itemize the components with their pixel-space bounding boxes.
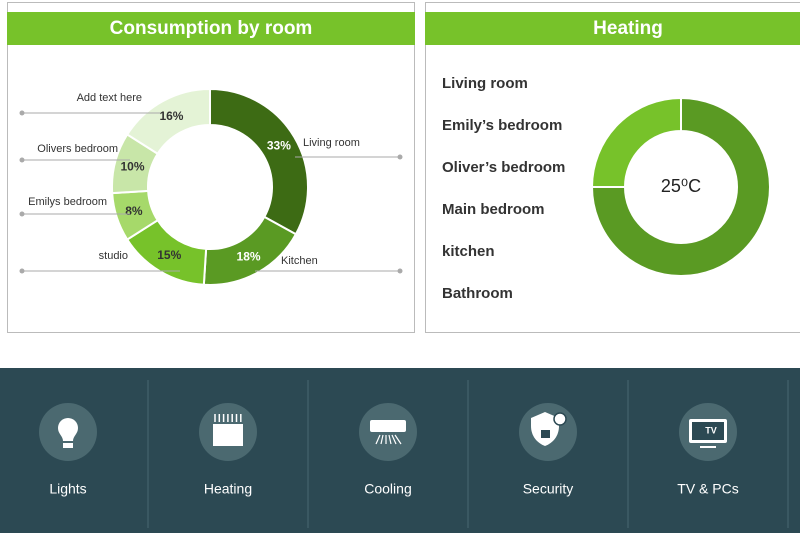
icon: [388, 434, 392, 445]
value-label: 16%: [159, 109, 183, 123]
room-label: Bathroom: [442, 285, 513, 302]
donut-segment: [590, 96, 771, 277]
donut-segment: [590, 96, 682, 188]
category-label: Olivers bedroom: [37, 143, 118, 155]
icon: [394, 434, 402, 445]
panel-title: Consumption by room: [110, 18, 313, 39]
icon: [692, 422, 724, 440]
leader-dot: [397, 154, 403, 160]
leader-dot: [397, 268, 403, 274]
donut-segment: [125, 87, 211, 156]
value-label: 33%: [267, 138, 291, 152]
icon: [58, 418, 78, 441]
nav-label[interactable]: Lights: [49, 481, 86, 497]
nav-label[interactable]: Heating: [204, 481, 252, 497]
value-label: 10%: [120, 159, 144, 173]
panel-header: [7, 12, 415, 45]
nav-label[interactable]: Cooling: [364, 481, 411, 497]
value-label: 15%: [157, 248, 181, 262]
category-label: Add text here: [77, 92, 142, 104]
icon: [391, 434, 397, 445]
icon: [541, 430, 550, 438]
room-label: Living room: [442, 75, 528, 92]
category-label: Kitchen: [281, 255, 318, 267]
room-label: Oliver’s bedroom: [442, 159, 565, 176]
room-label: Emily’s bedroom: [442, 117, 562, 134]
icon: [380, 434, 384, 445]
leader-dot: [19, 268, 25, 274]
icon: [553, 412, 567, 426]
icon-text: TV: [705, 425, 717, 435]
icon: [370, 420, 406, 432]
icon: [375, 434, 381, 445]
value-label: 18%: [237, 249, 261, 263]
leader-dot: [19, 211, 25, 217]
panel-header: [425, 12, 800, 45]
donut-segment: [209, 87, 309, 236]
center-label: 25⁰C: [661, 176, 701, 196]
category-label: studio: [99, 250, 128, 262]
category-label: Emilys bedroom: [28, 196, 107, 208]
category-label: Living room: [303, 137, 360, 149]
value-label: 8%: [125, 204, 143, 218]
room-label: Main bedroom: [442, 201, 545, 218]
panel-title: Heating: [593, 18, 663, 39]
icon: [213, 424, 243, 446]
leader-dot: [19, 157, 25, 163]
room-label: kitchen: [442, 243, 495, 260]
leader-dot: [19, 110, 25, 116]
nav-label[interactable]: Security: [523, 481, 574, 497]
icon: [531, 412, 559, 446]
nav-label[interactable]: TV & PCs: [677, 481, 738, 497]
icon: [63, 443, 73, 448]
